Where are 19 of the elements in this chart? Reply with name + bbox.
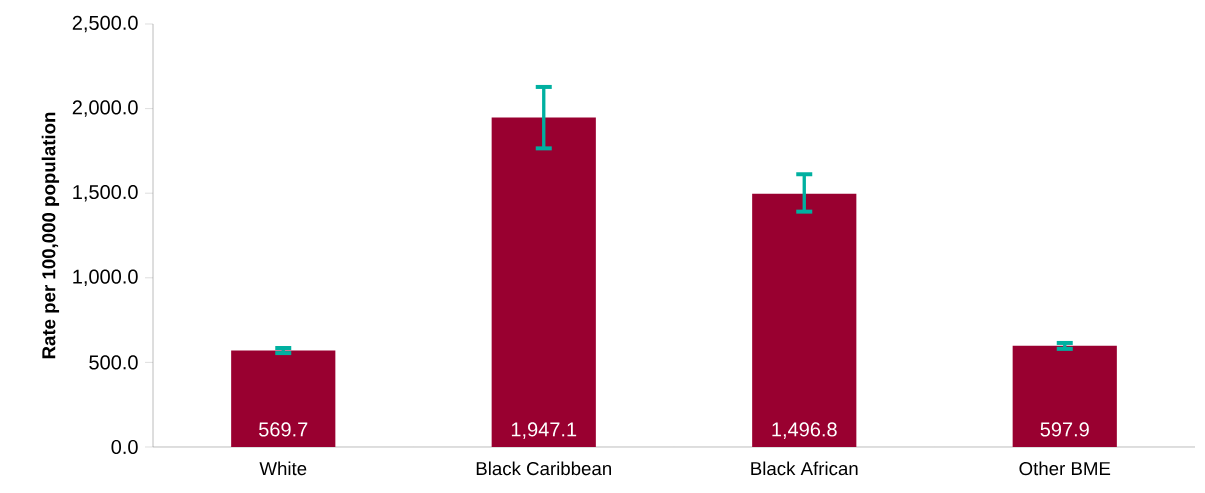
data-label: 597.9 — [1040, 422, 1089, 437]
y-axis-title: Rate per 100,000 population — [41, 112, 60, 359]
bar — [1012, 345, 1117, 447]
y-tick-label: 500.0 — [89, 355, 138, 370]
y-tick-label: 1,000.0 — [73, 269, 138, 287]
y-tick-label: 2,500.0 — [72, 15, 138, 33]
bar — [231, 350, 336, 447]
x-tick-label: Black Caribbean — [476, 461, 611, 476]
data-label: 1,496.8 — [772, 422, 837, 439]
x-tick-label: Black African — [751, 461, 858, 476]
y-tick-label: 0.0 — [111, 439, 138, 455]
bar — [752, 193, 857, 447]
x-tick-label: Other BME — [1019, 461, 1111, 476]
data-label: 569.7 — [259, 422, 308, 437]
data-label: 1,947.1 — [511, 422, 577, 439]
bar — [491, 117, 596, 447]
y-tick-label: 2,000.0 — [72, 100, 138, 117]
y-tick-label: 1,500.0 — [73, 184, 138, 202]
x-tick-label: White — [259, 461, 307, 476]
